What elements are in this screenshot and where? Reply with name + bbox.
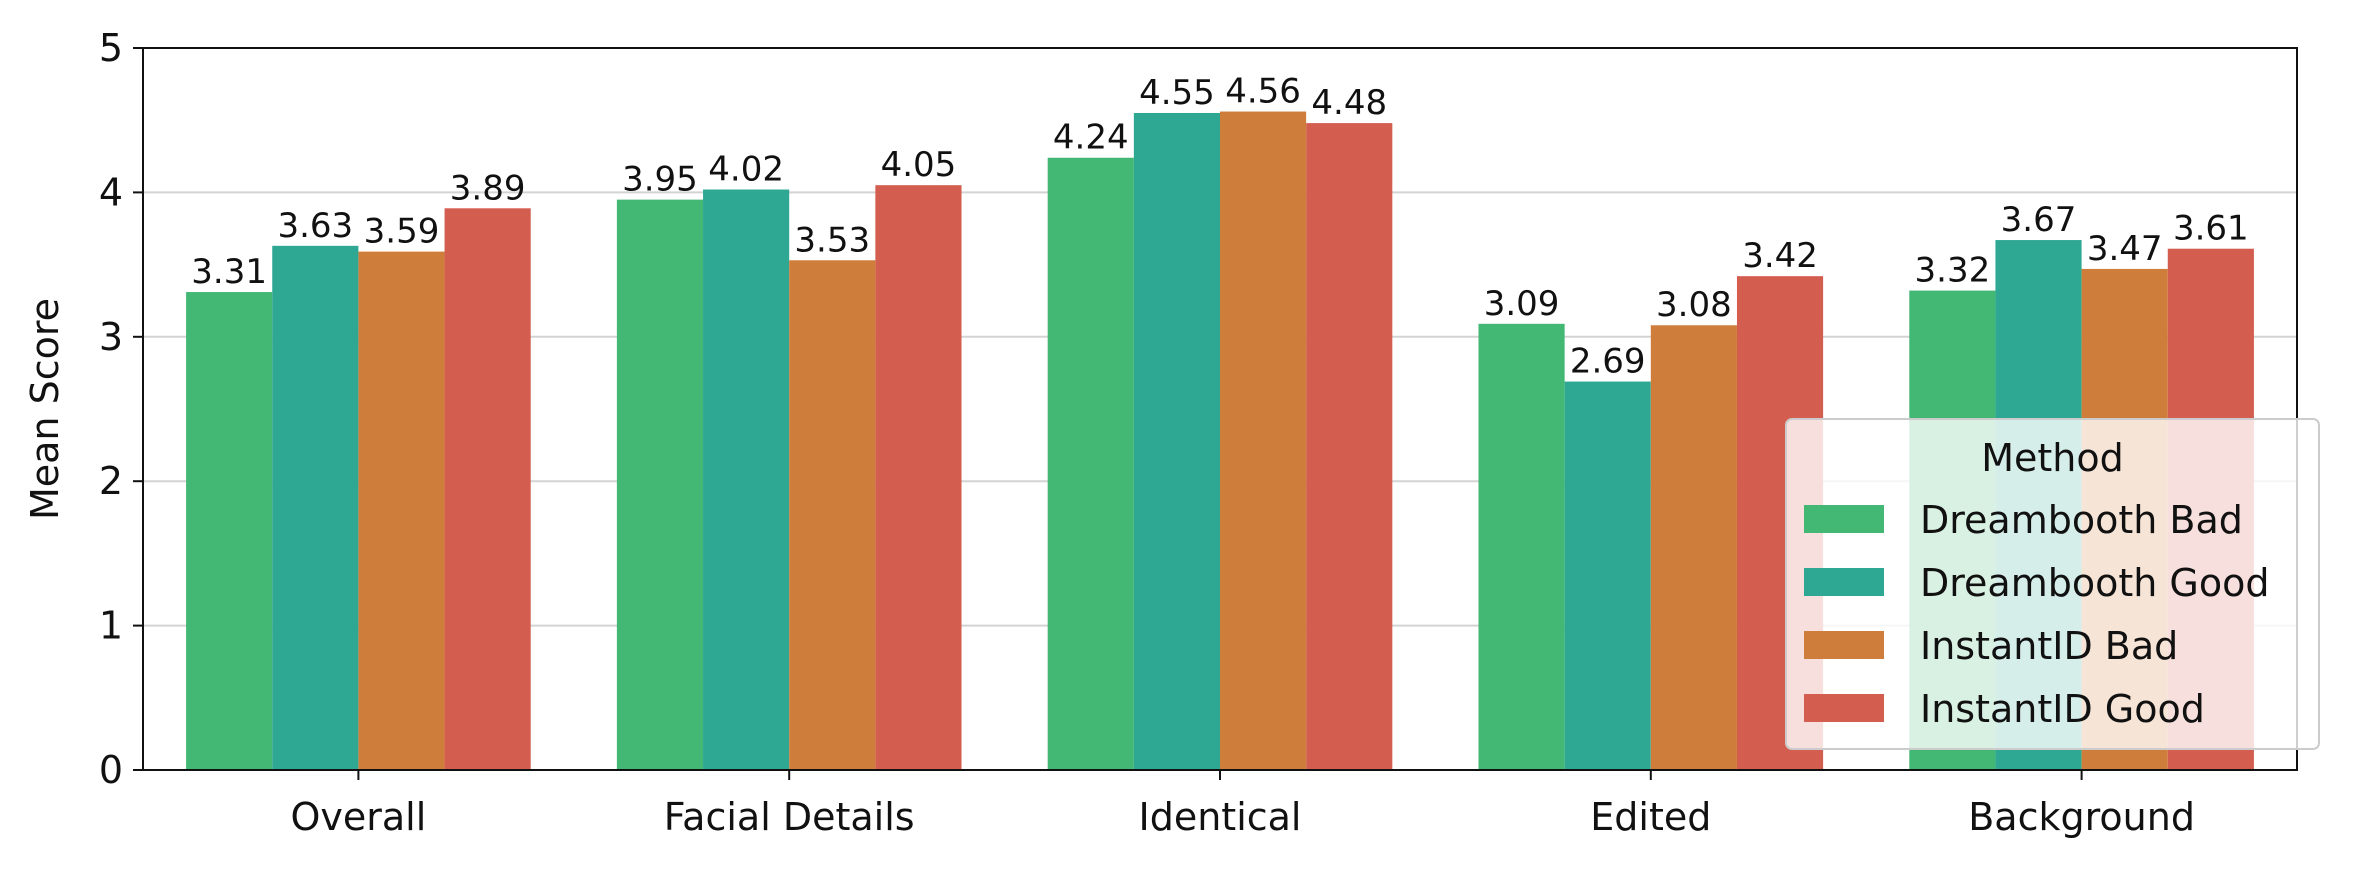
bar-value-label: 4.55: [1139, 73, 1215, 113]
bar: [444, 208, 531, 770]
bar-value-label: 3.42: [1742, 236, 1818, 276]
legend-title: Method: [1981, 436, 2124, 480]
bar: [1133, 112, 1220, 771]
legend-box: [1785, 418, 2320, 750]
bar-value-labels: 3.31 3.95 4.24 3.09 3.32 3.63 4.02 4.55 2.69 3.67…: [191, 72, 2248, 382]
legend-entry: InstantID Good: [1920, 687, 2205, 731]
bar-value-label: 3.53: [794, 220, 870, 260]
bar-value-label: 3.59: [364, 212, 440, 252]
bar-value-label: 2.69: [1570, 342, 1646, 382]
y-tick-label: 4: [99, 170, 123, 214]
bar-value-label: 4.48: [1311, 83, 1387, 123]
x-tick-label: Background: [1968, 795, 2195, 839]
bar-value-label: 4.56: [1225, 72, 1301, 112]
legend-swatch: [1804, 505, 1884, 533]
y-axis-ticks: 0 1 2 3 4 5: [99, 26, 143, 792]
legend-swatch: [1804, 568, 1884, 596]
x-axis-ticks: Overall Facial Details Identical Edited Back…: [290, 770, 2195, 839]
x-tick-label: Facial Details: [664, 795, 915, 839]
bar: [272, 245, 359, 770]
bar: [1478, 323, 1565, 770]
bar-value-label: 4.02: [708, 150, 784, 190]
x-tick-label: Identical: [1139, 795, 1302, 839]
bar: [1047, 157, 1134, 770]
bar: [616, 199, 704, 770]
y-tick-label: 1: [99, 604, 123, 648]
legend-swatch: [1804, 694, 1884, 722]
y-tick-label: 2: [99, 459, 123, 503]
bar-value-label: 3.89: [450, 168, 526, 208]
bar-value-label: 3.31: [191, 252, 267, 292]
bar: [186, 292, 273, 770]
bar: [789, 260, 876, 770]
legend: Method Dreambooth Bad Dreambooth Good Inst…: [1785, 418, 2320, 750]
bar-value-label: 3.09: [1484, 284, 1560, 324]
bar-value-label: 3.32: [1915, 251, 1991, 291]
y-axis-title: Mean Score: [23, 298, 67, 520]
bar: [358, 251, 445, 770]
bar-value-label: 3.08: [1656, 285, 1732, 325]
bar-value-label: 3.67: [2001, 200, 2077, 240]
bar-value-label: 4.24: [1053, 118, 1129, 158]
bar: [1564, 381, 1651, 770]
legend-entry: Dreambooth Good: [1920, 561, 2269, 605]
y-tick-label: 5: [99, 26, 123, 70]
bars: [186, 111, 2254, 771]
legend-entry: Dreambooth Bad: [1920, 498, 2243, 542]
bar-value-label: 3.47: [2087, 229, 2163, 269]
bar-value-label: 3.63: [277, 206, 353, 246]
bar: [875, 185, 962, 770]
bar: [1650, 325, 1737, 770]
bar: [1306, 123, 1393, 770]
bar: [703, 189, 790, 771]
y-tick-label: 3: [99, 315, 123, 359]
legend-swatch: [1804, 631, 1884, 659]
x-tick-label: Overall: [290, 795, 426, 839]
x-tick-label: Edited: [1590, 795, 1711, 839]
bar-value-label: 3.95: [622, 160, 698, 200]
bar: [1220, 111, 1307, 770]
bar-value-label: 4.05: [881, 145, 957, 185]
bar-value-label: 3.61: [2173, 209, 2249, 249]
legend-items: Dreambooth Bad Dreambooth Good InstantID B…: [1804, 498, 2269, 731]
legend-entry: InstantID Bad: [1920, 624, 2178, 668]
y-tick-label: 0: [99, 748, 123, 792]
